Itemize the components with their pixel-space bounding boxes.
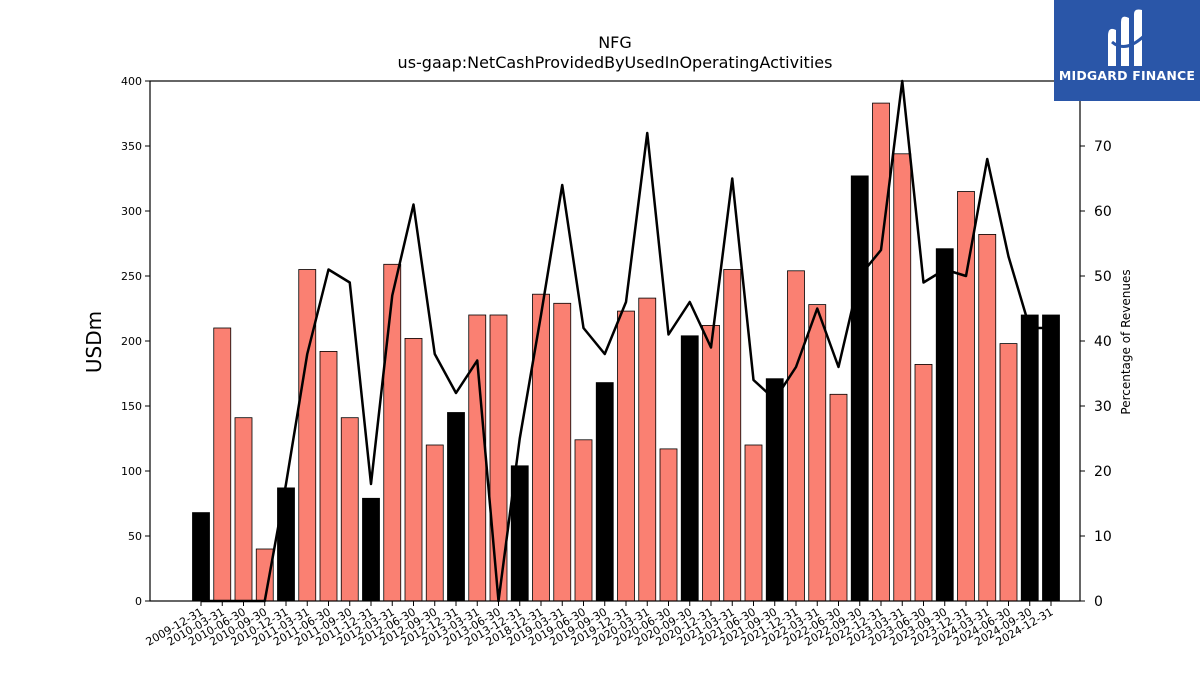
bar-2013-03-31 bbox=[468, 314, 487, 602]
bar-2020-12-31 bbox=[702, 324, 720, 602]
bars-group bbox=[192, 102, 1060, 602]
bar-2021-12-31 bbox=[787, 270, 805, 602]
bar-2012-12-31 bbox=[447, 412, 465, 602]
y2-tick-label: 10 bbox=[1094, 529, 1112, 545]
y2-tick-label: 60 bbox=[1094, 204, 1112, 220]
percentage-line bbox=[201, 79, 1051, 603]
bar-2023-09-30 bbox=[935, 248, 954, 602]
bar-2024-09-30 bbox=[1020, 314, 1039, 602]
bar-2020-09-30 bbox=[680, 335, 699, 602]
bar-2021-09-30 bbox=[765, 378, 784, 602]
bar-2024-06-30 bbox=[999, 343, 1018, 602]
y2-tick-label: 50 bbox=[1094, 269, 1112, 285]
bar-2024-12-31 bbox=[1042, 314, 1060, 602]
bar-2019-06-30 bbox=[574, 439, 593, 602]
bar-2019-03-31 bbox=[553, 302, 572, 602]
logo-text: MIDGARD FINANCE bbox=[1058, 68, 1196, 83]
bar-2018-12-31 bbox=[532, 293, 550, 602]
chart-subtitle: us-gaap:NetCashProvidedByUsedInOperating… bbox=[398, 53, 833, 72]
bar-2011-09-30 bbox=[340, 417, 359, 602]
bar-2021-03-31 bbox=[723, 269, 742, 602]
y2-tick-label: 30 bbox=[1094, 399, 1112, 415]
bar-2023-06-30 bbox=[914, 363, 933, 602]
y-tick-label: 0 bbox=[135, 595, 142, 608]
y-tick-label: 100 bbox=[121, 465, 142, 478]
bar-2023-12-31 bbox=[957, 191, 975, 602]
chart-title: NFG bbox=[598, 33, 632, 52]
bar-2019-12-31 bbox=[617, 310, 635, 602]
y2-tick-label: 0 bbox=[1094, 594, 1103, 610]
bar-2020-06-30 bbox=[659, 448, 678, 602]
bar-2023-03-31 bbox=[893, 153, 912, 602]
y-axis-label: USDm bbox=[82, 311, 106, 373]
bar-2020-03-31 bbox=[638, 297, 657, 602]
bar-2011-03-31 bbox=[298, 269, 317, 602]
logo-mark-icon bbox=[1108, 9, 1148, 67]
bar-2009-12-31 bbox=[192, 512, 210, 602]
y2-axis-label: Percentage of Revenues bbox=[1119, 269, 1133, 414]
bar-2011-06-30 bbox=[319, 350, 338, 602]
y-tick-label: 200 bbox=[121, 335, 142, 348]
bar-2022-06-30 bbox=[829, 393, 848, 602]
bar-2022-09-30 bbox=[850, 175, 869, 602]
line-group bbox=[201, 79, 1051, 603]
bar-2011-12-31 bbox=[362, 497, 380, 602]
y2-tick-label: 40 bbox=[1094, 334, 1112, 350]
bar-2012-06-30 bbox=[404, 337, 423, 602]
bar-2010-06-30 bbox=[234, 417, 253, 602]
bar-2012-09-30 bbox=[425, 444, 444, 602]
y-tick-label: 50 bbox=[128, 530, 142, 543]
bar-2022-03-31 bbox=[808, 304, 827, 602]
logo: MIDGARD FINANCE bbox=[1054, 0, 1200, 101]
bar-2010-03-31 bbox=[213, 327, 232, 602]
y2-tick-label: 70 bbox=[1094, 139, 1112, 155]
bar-2022-12-31 bbox=[872, 102, 890, 602]
bar-2021-06-30 bbox=[744, 444, 763, 602]
y2-tick-label: 20 bbox=[1094, 464, 1112, 480]
y-tick-label: 350 bbox=[121, 140, 142, 153]
y-tick-label: 300 bbox=[121, 205, 142, 218]
y-tick-label: 400 bbox=[121, 75, 142, 88]
y-tick-label: 150 bbox=[121, 400, 142, 413]
bar-2024-03-31 bbox=[978, 233, 997, 602]
bar-2019-09-30 bbox=[595, 382, 614, 602]
bar-2012-03-31 bbox=[383, 263, 402, 602]
bar-2010-12-31 bbox=[277, 487, 295, 602]
y-tick-label: 250 bbox=[121, 270, 142, 283]
